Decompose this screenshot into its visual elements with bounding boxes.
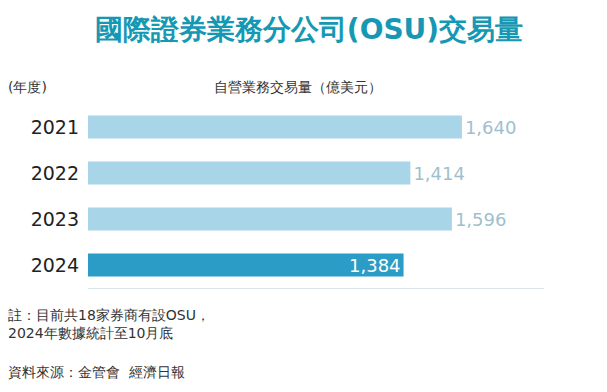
svg-text:資料來源：金管會 經濟日報: 資料來源：金管會 經濟日報: [8, 364, 185, 380]
svg-text:2023: 2023: [31, 208, 79, 230]
svg-text:2022: 2022: [31, 162, 79, 184]
svg-text:1,384: 1,384: [349, 255, 401, 276]
svg-text:2021: 2021: [31, 116, 79, 138]
svg-text:1,596: 1,596: [455, 209, 507, 230]
svg-text:1,414: 1,414: [413, 163, 465, 184]
svg-text:1,640: 1,640: [465, 117, 517, 138]
svg-text:國際證券業務分公司(OSU)交易量: 國際證券業務分公司(OSU)交易量: [95, 13, 523, 46]
svg-text:註：目前共18家券商有設OSU，2024年數據統計至10月底: 註：目前共18家券商有設OSU，2024年數據統計至10月底: [8, 307, 210, 341]
svg-text:自營業務交易量（億美元）: 自營業務交易量（億美元）: [214, 79, 382, 95]
svg-text:2024: 2024: [31, 254, 79, 276]
svg-text:(年度): (年度): [8, 79, 47, 95]
